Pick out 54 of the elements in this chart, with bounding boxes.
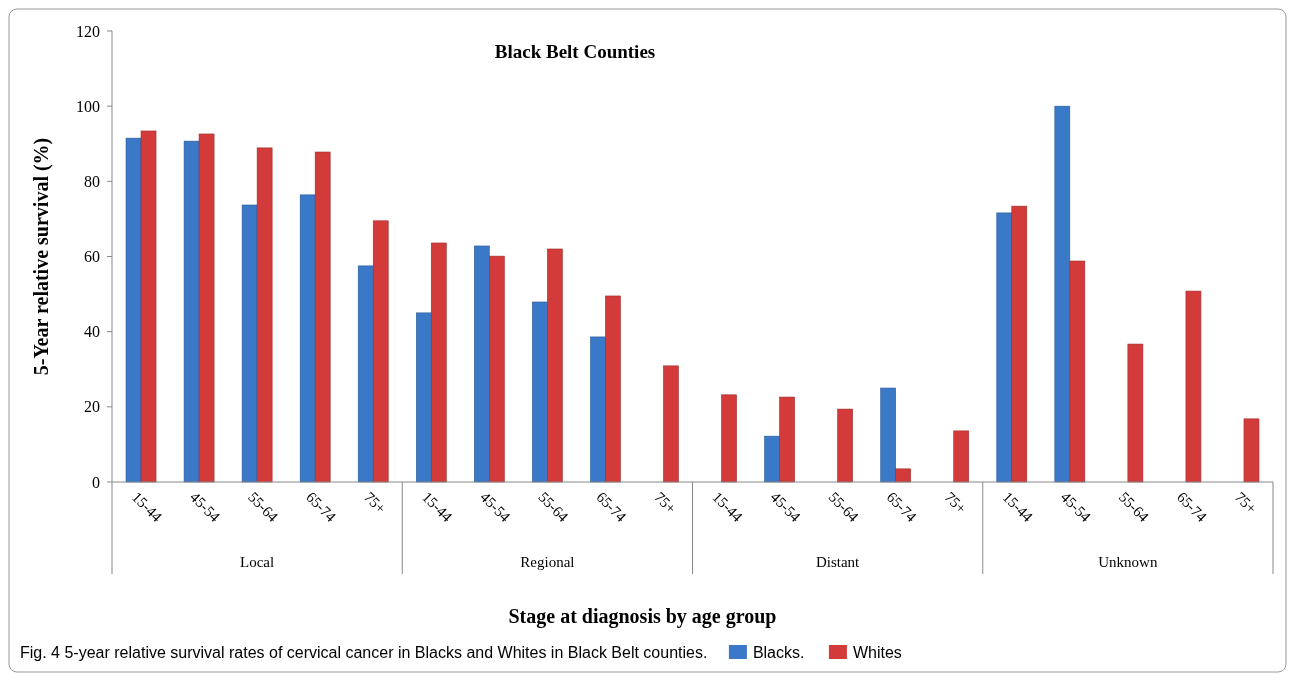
bar — [140, 130, 157, 483]
y-tick-label: 80 — [84, 172, 100, 190]
bar — [415, 312, 432, 483]
caption: Fig. 4 5-year relative survival rates of cervical cancer in Blacks and Whites in Black Belt counties. — [20, 644, 708, 661]
y-tick-label: 100 — [76, 97, 100, 115]
bar — [996, 212, 1013, 483]
bar — [372, 220, 389, 483]
x-axis-title: Stage at diagnosis by age group — [508, 605, 777, 628]
text: Local — [240, 554, 275, 570]
bar — [532, 301, 548, 483]
bar — [721, 394, 737, 483]
bar — [764, 435, 780, 483]
bar — [299, 194, 316, 483]
bar — [837, 408, 853, 483]
bar — [953, 430, 970, 483]
text: Regional — [520, 554, 575, 570]
text: Unknown — [1098, 554, 1158, 570]
bar — [314, 151, 331, 483]
bar — [198, 133, 215, 483]
bar — [1069, 260, 1086, 483]
bar — [1243, 418, 1260, 483]
x-tick-label: 75+ — [651, 488, 680, 517]
bar — [590, 336, 606, 483]
bar — [357, 265, 374, 483]
bar — [1054, 105, 1071, 483]
bar — [547, 248, 563, 483]
bar — [1011, 205, 1028, 483]
bar — [880, 387, 896, 483]
bar — [895, 468, 911, 483]
bar — [1185, 290, 1202, 483]
bar — [474, 245, 490, 483]
bar — [256, 147, 273, 483]
bar — [183, 140, 200, 483]
bar — [1127, 343, 1144, 483]
bar — [430, 242, 447, 483]
bar — [663, 365, 679, 483]
bar — [125, 137, 142, 483]
y-tick-label: 120 — [76, 22, 100, 40]
y-tick-label: 60 — [84, 248, 100, 266]
y-tick-label: 0 — [92, 473, 100, 491]
bar — [489, 255, 505, 483]
y-axis-title: 5-Year relative survival (%) — [30, 137, 53, 376]
x-tick-label: 75+ — [361, 488, 390, 517]
legend-label: Whites — [852, 644, 902, 661]
x-tick-label: 75+ — [1231, 488, 1260, 517]
bar — [241, 204, 258, 483]
text: Black Belt Counties — [494, 41, 656, 62]
legend-label: Blacks. — [752, 644, 805, 661]
x-tick-label: 75+ — [941, 488, 970, 517]
text: Distant — [815, 554, 861, 570]
y-tick-label: 20 — [84, 398, 100, 416]
bar — [779, 396, 795, 483]
bar — [605, 295, 621, 483]
y-tick-label: 40 — [84, 323, 100, 341]
